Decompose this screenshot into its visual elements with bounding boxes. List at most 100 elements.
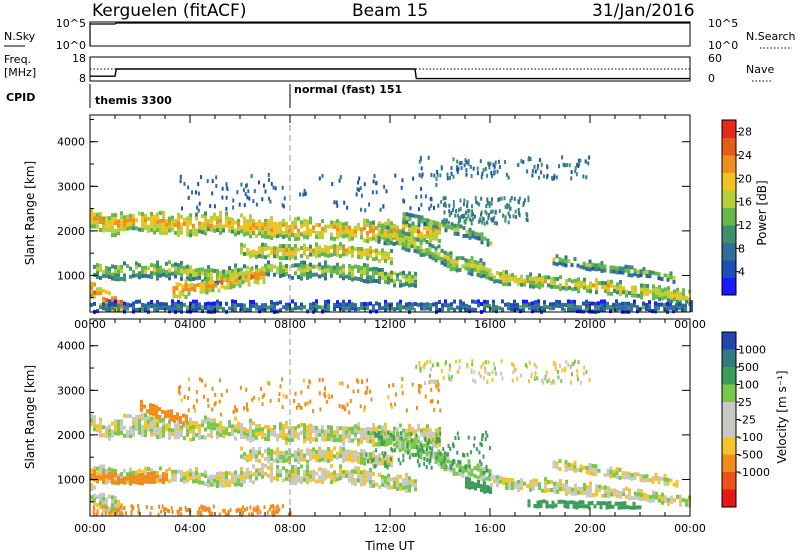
power-cells-cell-0 [216, 220, 219, 225]
velocity-cells-cell-8 [640, 497, 643, 502]
power-cells-cell-5 [407, 232, 411, 237]
power-cells-speck-2 [442, 221, 445, 226]
velocity-cells-cell-10 [608, 504, 612, 509]
power-cells-cell-3 [250, 270, 254, 275]
velocity-cells-cell-0 [231, 428, 234, 433]
power-cells-cell-0 [267, 230, 270, 235]
power-cells-cell-1 [228, 270, 231, 275]
power-cells-speck-2 [504, 215, 507, 220]
power-cells-cell-4 [273, 246, 276, 251]
power-cells-cell-9 [240, 303, 243, 308]
velocity-cells-cell-1 [222, 475, 225, 480]
power-cells-cell-9 [678, 302, 681, 307]
power-cells-cell-9 [444, 299, 447, 304]
velocity-cells-cell-7 [465, 476, 468, 481]
power-cells-cell-9 [141, 307, 144, 311]
velocity-cells-cell-8 [595, 492, 598, 497]
power-cells-cell-1 [207, 265, 210, 270]
power-cells-cell-0 [228, 216, 231, 221]
power-cells-cell-0 [366, 231, 369, 236]
velocity-cells-cell-4 [105, 497, 108, 502]
power-cells-cell-1 [219, 270, 222, 275]
power-cells-cell-0 [186, 224, 189, 229]
velocity-cells-cell-5 [249, 457, 252, 462]
power-cells-cell-0 [402, 227, 405, 232]
power-cells-cell-3 [184, 279, 188, 283]
velocity-cells-cell-6 [467, 467, 471, 472]
velocity-cells-cell-1 [408, 488, 411, 493]
power-cells-cell-3 [247, 274, 251, 279]
velocity-cells-speck-1 [145, 505, 148, 510]
power-cells-cell-7 [532, 284, 535, 289]
velocity-cells-cell-0 [147, 415, 150, 420]
freq-label: Freq. [4, 53, 31, 66]
power-cells-cell-9 [675, 307, 678, 312]
velocity-cells-cell-5 [366, 456, 369, 461]
velocity-cells-cell-2 [105, 474, 108, 479]
power-cells-cell-3 [247, 282, 251, 287]
power-cells-cell-5 [473, 267, 477, 272]
velocity-cells-cell-2 [150, 475, 153, 480]
velocity-cells-cell-0 [177, 435, 180, 440]
velocity-cells-speck-1 [243, 507, 246, 512]
power-cells-cell-6 [417, 214, 421, 219]
velocity-cells-cell-1 [402, 486, 405, 491]
velocity-cells-cell-3 [167, 409, 170, 414]
velocity-cells-cell-8 [490, 475, 493, 480]
power-cells-cell-9 [543, 304, 546, 309]
velocity-cells-speck-3 [428, 460, 431, 465]
velocity-cells-cell-1 [396, 482, 399, 487]
power-cells-cell-0 [126, 222, 129, 227]
velocity-cells-speck-0 [219, 412, 222, 417]
power-cells-cell-8 [657, 276, 661, 281]
velocity-cells-cell-6 [395, 436, 399, 441]
velocity-cells-cell-6 [377, 442, 381, 447]
velocity-cells-cell-0 [159, 430, 162, 435]
power-cells-cell-0 [204, 227, 207, 232]
velocity-cells-cell-1 [237, 478, 240, 483]
power-cells-cell-3 [256, 280, 260, 285]
power-cells-cell-0 [270, 216, 273, 221]
power-cells-cell-1 [222, 273, 225, 278]
power-cells-cell-1 [414, 279, 417, 284]
velocity-cells-speck-2 [487, 360, 490, 365]
velocity-cells-cell-1 [339, 468, 342, 473]
velocity-cells-speck-3 [442, 459, 445, 464]
power-cells-cell-2 [93, 290, 96, 295]
velocity-cells-cell-9 [588, 467, 592, 471]
power-cells-speck-0 [336, 203, 339, 208]
velocity-cells-speck-1 [282, 504, 284, 509]
power-cells-cell-7 [562, 285, 565, 290]
power-cells-cell-1 [213, 268, 216, 273]
power-cells-cell-0 [261, 230, 264, 235]
power-cells-speck-1 [538, 175, 540, 180]
power-cells-cell-7 [499, 279, 502, 284]
power-cells-cell-0 [375, 238, 378, 243]
velocity-cells-cell-7 [483, 489, 486, 494]
power-cells-speck-0 [281, 203, 284, 208]
power-cells-cell-0 [321, 219, 324, 224]
velocity-cells-cell-0 [237, 429, 240, 434]
power-cells-cell-1 [132, 273, 135, 278]
velocity-cells-cell-7 [465, 480, 468, 485]
velocity-cells-cell-8 [634, 491, 637, 496]
power-cells-speck-0 [321, 173, 324, 178]
velocity-cells-cell-8 [505, 481, 508, 486]
power-cells-speck-2 [466, 200, 469, 205]
power-cells-speck-0 [197, 191, 200, 196]
velocity-cells-speck-1 [223, 508, 226, 513]
power-cells-cell-1 [369, 279, 372, 284]
velocity-cells-cell-3 [146, 409, 149, 414]
velocity-cells-cell-0 [285, 440, 288, 445]
velocity-cells-speck-2 [431, 379, 434, 384]
velocity-colorbar-label: Velocity [m s⁻¹] [775, 370, 789, 463]
power-cells-speck-1 [585, 175, 588, 180]
velocity-cells-speck-0 [436, 385, 439, 390]
power-cells-cell-9 [372, 304, 375, 309]
velocity-cells-cell-6 [479, 468, 483, 473]
velocity-cells-cell-1 [276, 477, 279, 481]
power-cells-cell-9 [531, 305, 534, 310]
velocity-cells-cell-1 [216, 480, 219, 484]
power-cells-cell-7 [622, 290, 625, 295]
power-cells-cell-6 [417, 222, 421, 227]
